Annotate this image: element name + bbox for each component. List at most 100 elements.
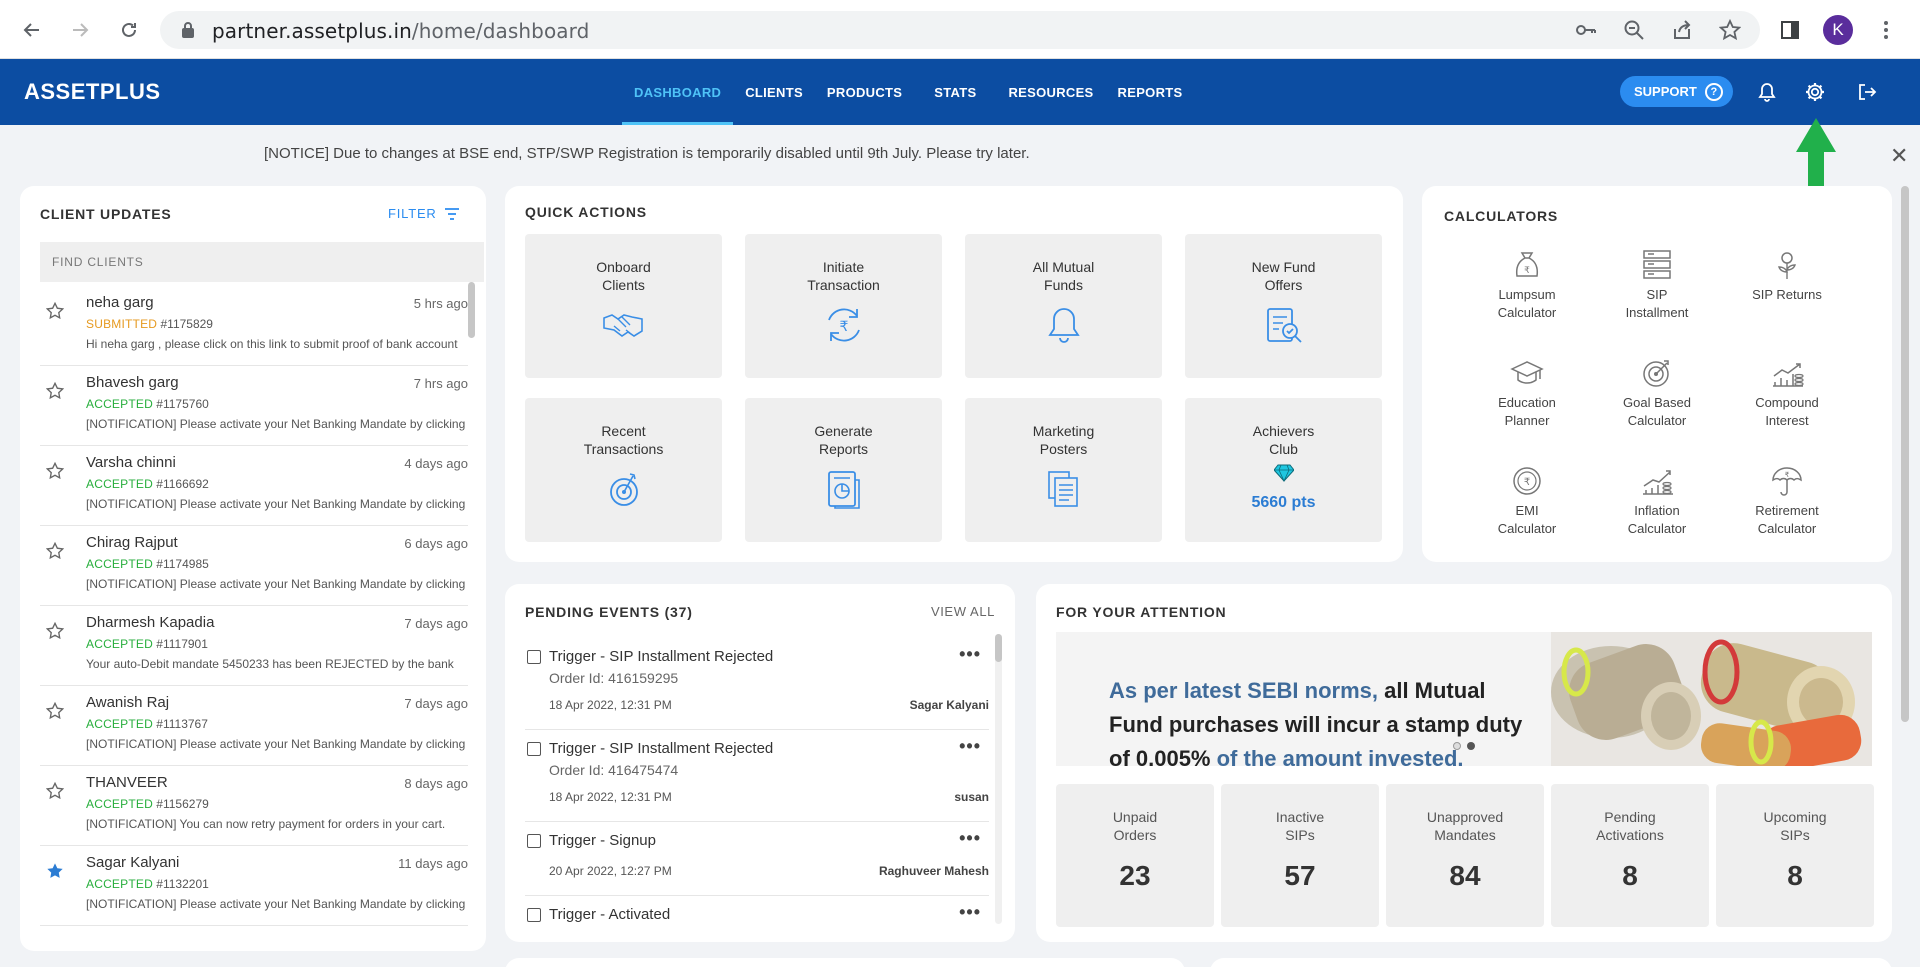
calculator-inflation[interactable]: Inflation Calculator	[1592, 464, 1722, 538]
nav-clients[interactable]: CLIENTS	[745, 84, 803, 100]
star-icon[interactable]	[46, 302, 64, 320]
quick-action-onboard-clients[interactable]: Onboard Clients	[525, 234, 722, 378]
list-item[interactable]: Dharmesh Kapadia 7 days ago ACCEPTED #11…	[40, 606, 468, 686]
nav-resources[interactable]: RESOURCES	[1008, 84, 1094, 100]
url-text[interactable]: partner.assetplus.in/home/dashboard	[212, 19, 590, 43]
star-icon[interactable]	[46, 542, 64, 560]
address-bar[interactable]	[160, 11, 1760, 49]
documents-icon	[1048, 471, 1078, 507]
stat-value: 84	[1449, 860, 1481, 891]
stat-unapproved-mandates[interactable]: Unapproved Mandates 84	[1386, 784, 1544, 927]
list-scrollbar[interactable]	[468, 282, 475, 338]
stat-inactive-sips[interactable]: Inactive SIPs 57	[1221, 784, 1379, 927]
carousel-dot[interactable]	[1453, 742, 1461, 750]
star-icon[interactable]	[46, 702, 64, 720]
nav-reports[interactable]: REPORTS	[1117, 84, 1183, 100]
status-badge: ACCEPTED	[86, 877, 153, 891]
quick-action-new-fund-offers[interactable]: New Fund Offers	[1185, 234, 1382, 378]
star-icon[interactable]	[46, 462, 64, 480]
star-icon[interactable]	[46, 782, 64, 800]
list-item[interactable]: Bhavesh garg 7 hrs ago ACCEPTED #1175760…	[40, 366, 468, 446]
logout-icon[interactable]	[1854, 79, 1880, 105]
list-item[interactable]: Trigger - SIP Installment Rejected Order…	[525, 730, 989, 822]
coin-icon: ₹	[1513, 467, 1541, 495]
back-arrow-icon[interactable]	[16, 14, 48, 46]
calculator-emi[interactable]: ₹ EMI Calculator	[1462, 464, 1592, 538]
nav-products[interactable]: PRODUCTS	[826, 84, 903, 100]
nav-stats[interactable]: STATS	[934, 84, 977, 100]
forward-arrow-icon[interactable]	[64, 14, 96, 46]
calculator-education-planner[interactable]: Education Planner	[1462, 356, 1592, 430]
quick-action-all-mutual-funds[interactable]: All Mutual Funds	[965, 234, 1162, 378]
list-item[interactable]: neha garg 5 hrs ago SUBMITTED #1175829 H…	[40, 286, 468, 366]
growth-chart-icon	[1773, 363, 1804, 387]
event-checkbox[interactable]	[527, 650, 541, 664]
more-horizontal-icon[interactable]: •••	[959, 902, 981, 922]
client-name: Varsha chinni	[86, 454, 176, 471]
side-panel-icon[interactable]	[1777, 17, 1803, 43]
list-item[interactable]: Varsha chinni 4 days ago ACCEPTED #11666…	[40, 446, 468, 526]
list-item[interactable]: Chirag Rajput 6 days ago ACCEPTED #11749…	[40, 526, 468, 606]
list-item[interactable]: Trigger - Signup 20 Apr 2022, 12:27 PM R…	[525, 822, 989, 896]
status-badge: ACCEPTED	[86, 797, 153, 811]
quick-action-recent-transactions[interactable]: Recent Transactions	[525, 398, 722, 542]
quick-action-initiate-transaction[interactable]: Initiate Transaction ₹	[745, 234, 942, 378]
more-horizontal-icon[interactable]: •••	[959, 736, 981, 756]
stat-value: 8	[1622, 860, 1638, 891]
star-icon[interactable]	[46, 622, 64, 640]
sebi-banner[interactable]: As per latest SEBI norms, all Mutual Fun…	[1056, 632, 1872, 766]
star-icon[interactable]	[46, 382, 64, 400]
share-icon[interactable]	[1669, 17, 1695, 43]
update-time: 7 days ago	[404, 696, 468, 711]
close-icon[interactable]: ✕	[1890, 143, 1909, 168]
list-item[interactable]: THANVEER 8 days ago ACCEPTED #1156279 [N…	[40, 766, 468, 846]
key-icon[interactable]	[1573, 17, 1599, 43]
assetplus-logo[interactable]: ASSETPLUS	[24, 79, 161, 104]
list-item[interactable]: Awanish Raj 7 days ago ACCEPTED #1113767…	[40, 686, 468, 766]
star-filled-icon[interactable]	[46, 862, 64, 880]
diamond-icon	[1274, 464, 1294, 482]
reload-icon[interactable]	[113, 14, 145, 46]
quick-action-marketing-posters[interactable]: Marketing Posters	[965, 398, 1162, 542]
stat-upcoming-sips[interactable]: Upcoming SIPs 8	[1716, 784, 1874, 927]
calculator-lumpsum[interactable]: ₹ Lumpsum Calculator	[1462, 248, 1592, 322]
list-scrollbar[interactable]	[995, 634, 1002, 662]
more-horizontal-icon[interactable]: •••	[959, 644, 981, 664]
for-your-attention-card: FOR YOUR ATTENTION As per latest SEBI no…	[1036, 584, 1892, 942]
quick-action-achievers-club[interactable]: Achievers Club 5660 pts	[1185, 398, 1382, 542]
bell-icon[interactable]	[1754, 79, 1780, 105]
stat-unpaid-orders[interactable]: Unpaid Orders 23	[1056, 784, 1214, 927]
filter-button[interactable]: FILTER	[388, 206, 459, 221]
zoom-out-icon[interactable]	[1621, 17, 1647, 43]
support-label: SUPPORT	[1634, 84, 1697, 99]
profile-avatar[interactable]: K	[1823, 15, 1853, 45]
find-clients-input[interactable]	[40, 242, 484, 282]
client-name: Dharmesh Kapadia	[86, 614, 215, 631]
achiever-points: 5660 pts	[1251, 494, 1316, 511]
stat-value: 23	[1119, 860, 1151, 891]
event-checkbox[interactable]	[527, 908, 541, 922]
calculator-sip-returns[interactable]: SIP Returns	[1722, 248, 1852, 304]
event-checkbox[interactable]	[527, 834, 541, 848]
gear-icon[interactable]	[1802, 79, 1828, 105]
view-all-link[interactable]: VIEW ALL	[930, 604, 995, 619]
carousel-dot-active[interactable]	[1467, 742, 1475, 750]
quick-action-generate-reports[interactable]: Generate Reports	[745, 398, 942, 542]
more-horizontal-icon[interactable]: •••	[959, 828, 981, 848]
stat-pending-activations[interactable]: Pending Activations 8	[1551, 784, 1709, 927]
calculator-compound-interest[interactable]: Compound Interest	[1722, 356, 1852, 430]
nav-dashboard[interactable]: DASHBOARD	[622, 59, 734, 125]
bookmark-star-icon[interactable]	[1717, 17, 1743, 43]
list-item[interactable]: Trigger - SIP Installment Rejected Order…	[525, 638, 989, 730]
more-vertical-icon[interactable]	[1873, 17, 1899, 43]
event-checkbox[interactable]	[527, 742, 541, 756]
calculator-retirement[interactable]: ₹ Retirement Calculator	[1722, 464, 1852, 538]
pending-events-card: PENDING EVENTS (37) VIEW ALL Trigger - S…	[505, 584, 1015, 942]
page-scrollbar[interactable]	[1901, 186, 1909, 722]
support-button[interactable]: SUPPORT ?	[1620, 76, 1733, 107]
list-item[interactable]: Sagar Kalyani 11 days ago ACCEPTED #1132…	[40, 846, 468, 926]
status-badge: ACCEPTED	[86, 397, 153, 411]
list-item[interactable]: Trigger - Activated •••	[525, 896, 989, 928]
calculator-goal-based[interactable]: Goal Based Calculator	[1592, 356, 1722, 430]
calculator-sip-installment[interactable]: SIP Installment	[1592, 248, 1722, 322]
